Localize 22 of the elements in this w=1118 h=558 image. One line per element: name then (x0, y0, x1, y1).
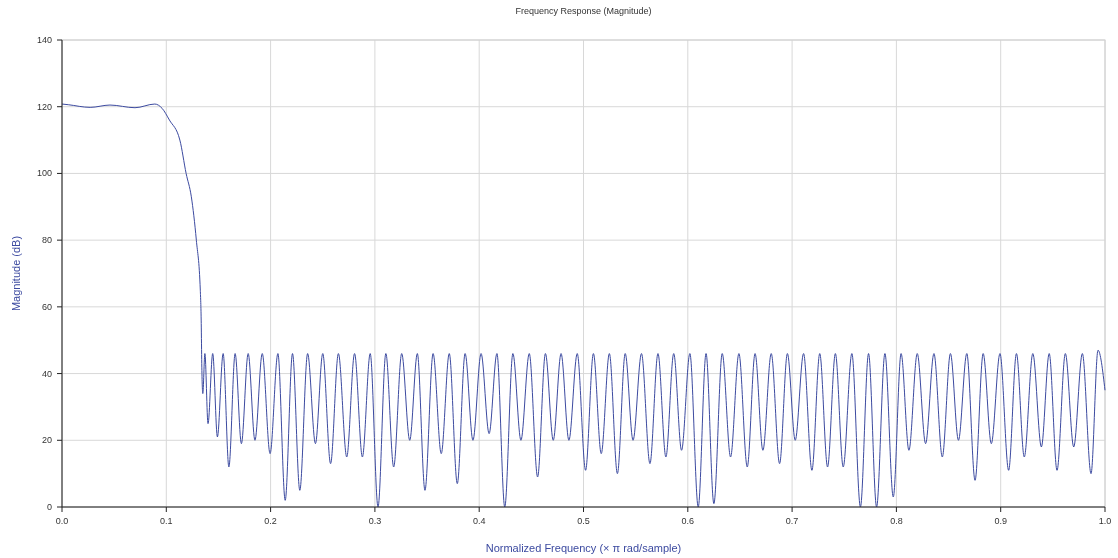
x-tick-label: 0.8 (890, 516, 903, 526)
x-tick-label: 0.2 (264, 516, 277, 526)
y-tick-label: 140 (36, 35, 52, 45)
x-tick-label: 0.5 (577, 516, 590, 526)
y-tick-label: 80 (41, 235, 52, 246)
x-tick-label: 1.0 (1098, 516, 1112, 526)
y-tick-label: 0 (46, 502, 52, 512)
y-tick-label: 20 (41, 435, 52, 446)
y-tick-label: 60 (41, 301, 52, 312)
x-tick-label: 0.9 (994, 516, 1007, 526)
chart-title: Frequency Response (Magnitude) (515, 6, 652, 16)
x-tick-label: 0.1 (160, 516, 173, 526)
y-axis-title: Magnitude (dB) (10, 235, 22, 312)
y-tick-label: 40 (41, 368, 52, 379)
x-tick-label: 0.3 (368, 516, 382, 526)
x-tick-label: 0.7 (785, 516, 799, 526)
x-tick-label: 0.4 (472, 516, 486, 526)
y-tick-label: 120 (36, 101, 52, 112)
x-axis-title: Normalized Frequency (× π rad/sample) (485, 542, 682, 554)
x-tick-label: 0.0 (55, 516, 69, 526)
x-tick-label: 0.6 (681, 516, 695, 526)
y-tick-label: 100 (36, 168, 52, 179)
